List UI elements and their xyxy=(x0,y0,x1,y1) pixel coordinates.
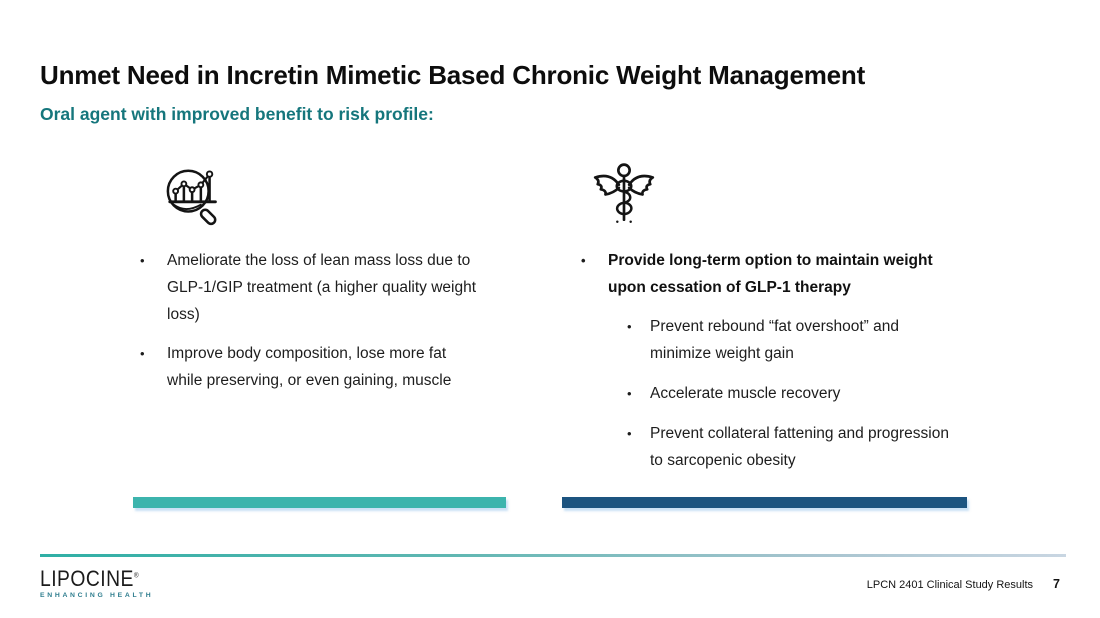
bullet-dot: • xyxy=(140,253,145,268)
left-bullet-list: • Ameliorate the loss of lean mass loss … xyxy=(140,247,490,406)
list-item: • Prevent rebound “fat overshoot” and mi… xyxy=(627,313,962,367)
bullet-text: Improve body composition, lose more fat … xyxy=(167,345,452,389)
list-item: • Improve body composition, lose more fa… xyxy=(140,340,490,394)
page-title: Unmet Need in Incretin Mimetic Based Chr… xyxy=(40,60,866,90)
magnifier-chart-icon xyxy=(162,163,230,227)
list-item: • Provide long-term option to maintain w… xyxy=(581,247,961,301)
logo-text: LIPOCINE xyxy=(40,567,134,592)
list-item: • Prevent collateral fattening and progr… xyxy=(627,420,962,474)
right-sub-bullet-list: • Prevent rebound “fat overshoot” and mi… xyxy=(627,313,962,487)
bullet-text: Ameliorate the loss of lean mass loss du… xyxy=(167,252,477,323)
lipocine-logo: LIPOCINE® ENHANCING HEALTH xyxy=(40,565,153,599)
bullet-dot: • xyxy=(627,426,632,441)
list-item: • Ameliorate the loss of lean mass loss … xyxy=(140,247,490,328)
bullet-dot: • xyxy=(581,253,586,268)
registered-mark: ® xyxy=(133,572,140,580)
bullet-text: Prevent rebound “fat overshoot” and mini… xyxy=(650,318,900,362)
caduceus-icon xyxy=(589,160,659,230)
bullet-dot: • xyxy=(627,319,632,334)
footer-divider xyxy=(40,554,1066,557)
page-subtitle: Oral agent with improved benefit to risk… xyxy=(40,104,434,124)
list-item: • Accelerate muscle recovery xyxy=(627,380,962,407)
logo-tagline: ENHANCING HEALTH xyxy=(40,592,154,599)
doc-label: LPCN 2401 Clinical Study Results xyxy=(866,579,1034,591)
footer-right: LPCN 2401 Clinical Study Results 7 xyxy=(867,577,1060,591)
logo-wordmark: LIPOCINE® xyxy=(40,565,144,592)
right-accent-bar xyxy=(562,497,967,508)
bullet-text: Accelerate muscle recovery xyxy=(650,385,841,402)
page-number: 7 xyxy=(1053,577,1060,591)
bullet-text: Provide long-term option to maintain wei… xyxy=(608,252,933,296)
bullet-text: Prevent collateral fattening and progres… xyxy=(650,425,949,469)
bullet-dot: • xyxy=(627,386,632,401)
left-accent-bar xyxy=(133,497,506,508)
bullet-dot: • xyxy=(140,346,145,361)
right-heading-bullet: • Provide long-term option to maintain w… xyxy=(581,247,961,301)
